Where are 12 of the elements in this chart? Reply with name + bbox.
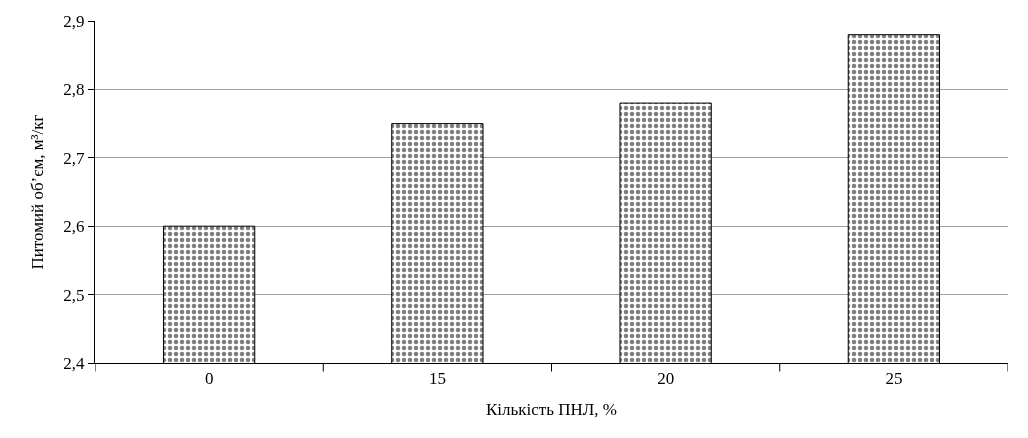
x-tick-label: 15 (428, 369, 446, 389)
y-tick-label: 2,4 (63, 353, 86, 373)
x-axis-title: Кількість ПНЛ, % (485, 399, 618, 419)
y-tick-label: 2,7 (63, 148, 86, 168)
x-tick-label: 20 (657, 369, 675, 389)
y-tick-label: 2,9 (63, 11, 85, 31)
x-tick-label: 0 (204, 369, 214, 389)
y-axis-title: Питомий об’єм, м³/кг (27, 114, 47, 270)
y-tick-label: 2,8 (63, 80, 85, 100)
y-tick-label: 2,5 (63, 285, 85, 305)
x-tick-label: 25 (885, 369, 903, 389)
y-tick-label: 2,6 (63, 217, 85, 237)
